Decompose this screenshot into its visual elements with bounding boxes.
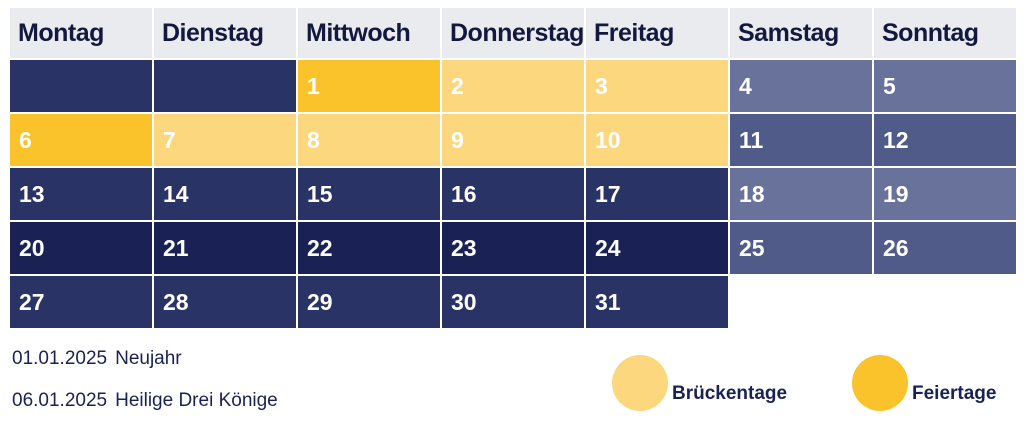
calendar-grid: Montag Dienstag Mittwoch Donnerstag Frei… [10,8,1016,328]
holiday-swatch [852,355,908,411]
day-cell: 29 [298,276,440,328]
bridge-day-swatch [612,355,668,411]
day-cell: 17 [586,168,728,220]
day-cell-holiday: 1 [298,60,440,112]
day-cell: 15 [298,168,440,220]
weekday-header-wednesday: Mittwoch [298,8,440,58]
holiday-date: 06.01.2025 [12,390,108,411]
holiday-name: Neujahr [115,348,182,369]
day-cell: 27 [10,276,152,328]
holiday-date: 01.01.2025 [12,348,108,369]
holiday-entry: 01.01.2025 Neujahr [12,344,278,374]
day-cell-weekend: 18 [730,168,872,220]
day-cell-bridge: 2 [442,60,584,112]
day-cell-empty [154,60,296,112]
day-cell-weekend: 26 [874,222,1016,274]
day-cell: 14 [154,168,296,220]
day-cell: 13 [10,168,152,220]
day-cell: 31 [586,276,728,328]
holiday-name: Heilige Drei Könige [115,390,278,411]
day-cell-bridge: 9 [442,114,584,166]
day-cell-bridge: 3 [586,60,728,112]
weekday-header-tuesday: Dienstag [154,8,296,58]
day-cell-bridge: 10 [586,114,728,166]
day-cell: 20 [10,222,152,274]
holiday-list: 01.01.2025 Neujahr 06.01.2025 Heilige Dr… [12,344,278,428]
day-cell-weekend: 19 [874,168,1016,220]
legend-bridge-days: Brückentage [612,355,787,411]
day-cell: 30 [442,276,584,328]
day-cell-empty [10,60,152,112]
day-cell-holiday: 6 [10,114,152,166]
weekday-header-sunday: Sonntag [874,8,1016,58]
day-cell: 21 [154,222,296,274]
day-cell: 23 [442,222,584,274]
legend-holidays: Feiertage [852,355,996,411]
weekday-header-friday: Freitag [586,8,728,58]
weekday-header-thursday: Donnerstag [442,8,584,58]
legend-label: Brückentage [672,383,788,404]
holiday-entry: 06.01.2025 Heilige Drei Könige [12,386,278,416]
day-cell: 28 [154,276,296,328]
day-cell-weekend: 4 [730,60,872,112]
day-cell-bridge: 7 [154,114,296,166]
day-cell-weekend: 5 [874,60,1016,112]
weekday-header-monday: Montag [10,8,152,58]
day-cell-weekend: 11 [730,114,872,166]
day-cell: 24 [586,222,728,274]
legend-label: Feiertage [912,383,997,404]
day-cell-weekend: 25 [730,222,872,274]
day-cell: 22 [298,222,440,274]
weekday-header-saturday: Samstag [730,8,872,58]
day-cell: 16 [442,168,584,220]
day-cell-weekend: 12 [874,114,1016,166]
day-cell-bridge: 8 [298,114,440,166]
